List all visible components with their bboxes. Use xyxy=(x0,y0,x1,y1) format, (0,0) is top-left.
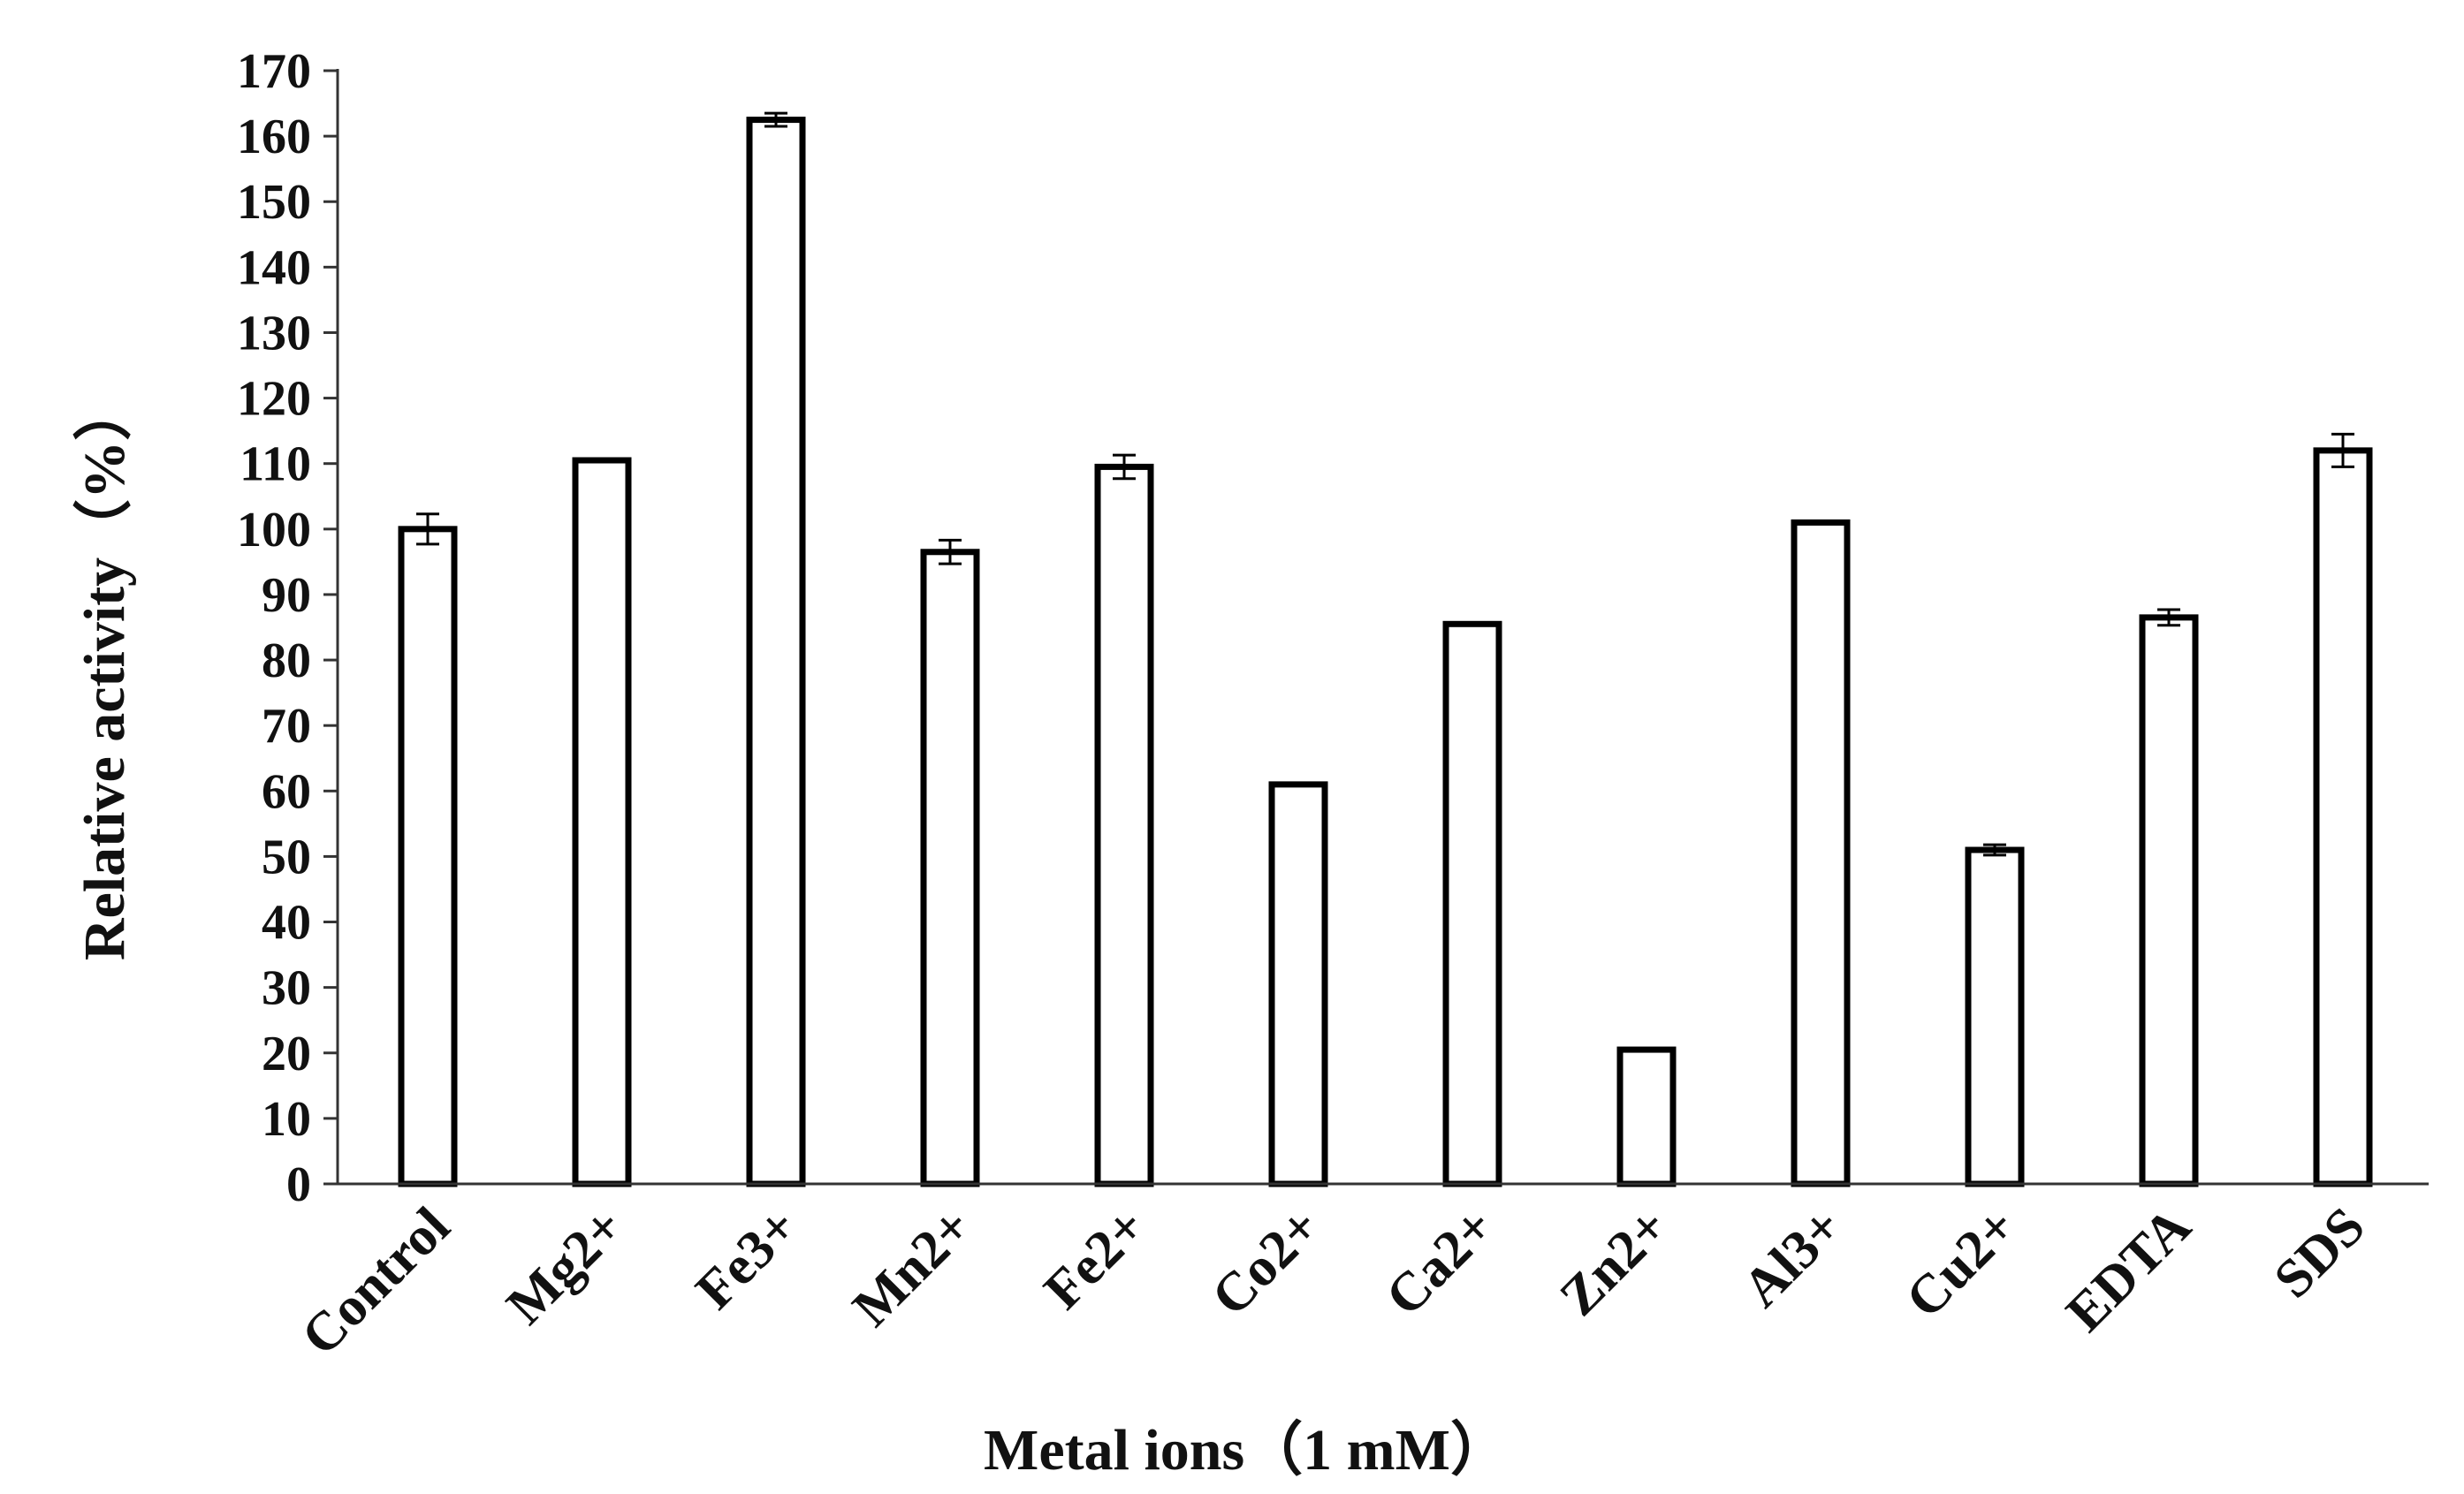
bar-ca2plus xyxy=(1442,620,1502,1187)
y-tick-label-170: 170 xyxy=(237,44,311,99)
x-axis-title: Metal ions（1 mM） xyxy=(984,1417,1509,1483)
bar-cu2plus xyxy=(1965,846,2025,1187)
error-bar-control xyxy=(416,512,439,546)
y-tick-label-80: 80 xyxy=(262,633,311,688)
y-tick-label-110: 110 xyxy=(240,437,311,492)
bar-zn2plus xyxy=(1616,1046,1677,1187)
x-tick-label-zn2plus: Zn2+ xyxy=(1548,1196,1680,1328)
error-bar-sds xyxy=(2331,432,2354,468)
y-tick-label-140: 140 xyxy=(237,240,311,295)
error-bar-mn2plus xyxy=(939,538,962,565)
y-tick-label-70: 70 xyxy=(262,699,311,754)
error-bar-cu2plus xyxy=(1983,843,2006,857)
x-tick-label-edta: EDTA xyxy=(2055,1196,2202,1344)
error-bar-fe2plus xyxy=(1113,453,1136,481)
x-tick-label-sds: SDS xyxy=(2262,1196,2377,1310)
y-tick-label-10: 10 xyxy=(262,1092,311,1147)
y-tick-label-50: 50 xyxy=(262,830,311,884)
bar-fe2plus xyxy=(1094,463,1154,1187)
bar-edta xyxy=(2139,614,2199,1187)
bar-mn2plus xyxy=(920,549,980,1187)
bar-mg2plus xyxy=(572,457,632,1187)
y-axis-title: Relative activity（%） xyxy=(72,383,137,960)
error-bar-edta xyxy=(2157,608,2180,627)
x-tick-label-mg2plus: Mg2+ xyxy=(496,1196,635,1336)
bar-al3plus xyxy=(1791,519,1851,1187)
x-tick-label-ca2plus: Ca2+ xyxy=(1374,1196,1506,1328)
error-bar-fe3plus xyxy=(764,111,787,128)
bar-sds xyxy=(2313,447,2373,1187)
x-tick-label-control: Control xyxy=(290,1196,460,1367)
y-tick-label-160: 160 xyxy=(237,110,311,164)
y-tick-label-130: 130 xyxy=(237,306,311,360)
y-tick-label-150: 150 xyxy=(237,175,311,230)
bars xyxy=(398,117,2373,1187)
y-tick-label-90: 90 xyxy=(262,568,311,623)
bar-fe3plus xyxy=(746,117,806,1187)
bar-co2plus xyxy=(1268,781,1328,1187)
y-tick-label-120: 120 xyxy=(237,372,311,427)
x-tick-label-cu2plus: Cu2+ xyxy=(1895,1196,2028,1330)
x-tick-label-fe2plus: Fe2+ xyxy=(1033,1196,1158,1321)
y-axis-ticks: 0 10 20 30 40 50 60 70 80 90 100 110 120 130 140 150 160… xyxy=(237,44,338,1212)
y-tick-label-100: 100 xyxy=(237,503,311,557)
x-tick-label-mn2plus: Mn2+ xyxy=(841,1196,984,1339)
y-tick-label-0: 0 xyxy=(286,1157,311,1212)
x-tick-label-co2plus: Co2+ xyxy=(1200,1196,1332,1328)
bar-control xyxy=(398,526,458,1187)
x-axis-labels: Control Mg2+ Fe3+ Mn2+ Fe2+ Co2+ Ca2+ Zn2+ Al3+ C… xyxy=(290,1196,2376,1368)
y-tick-label-60: 60 xyxy=(262,764,311,819)
x-tick-label-al3plus: Al3+ xyxy=(1731,1196,1854,1319)
error-bars xyxy=(416,111,2354,857)
y-tick-label-40: 40 xyxy=(262,896,311,951)
x-tick-label-fe3plus: Fe3+ xyxy=(685,1196,810,1321)
y-tick-label-20: 20 xyxy=(262,1027,311,1081)
y-tick-label-30: 30 xyxy=(262,961,311,1016)
